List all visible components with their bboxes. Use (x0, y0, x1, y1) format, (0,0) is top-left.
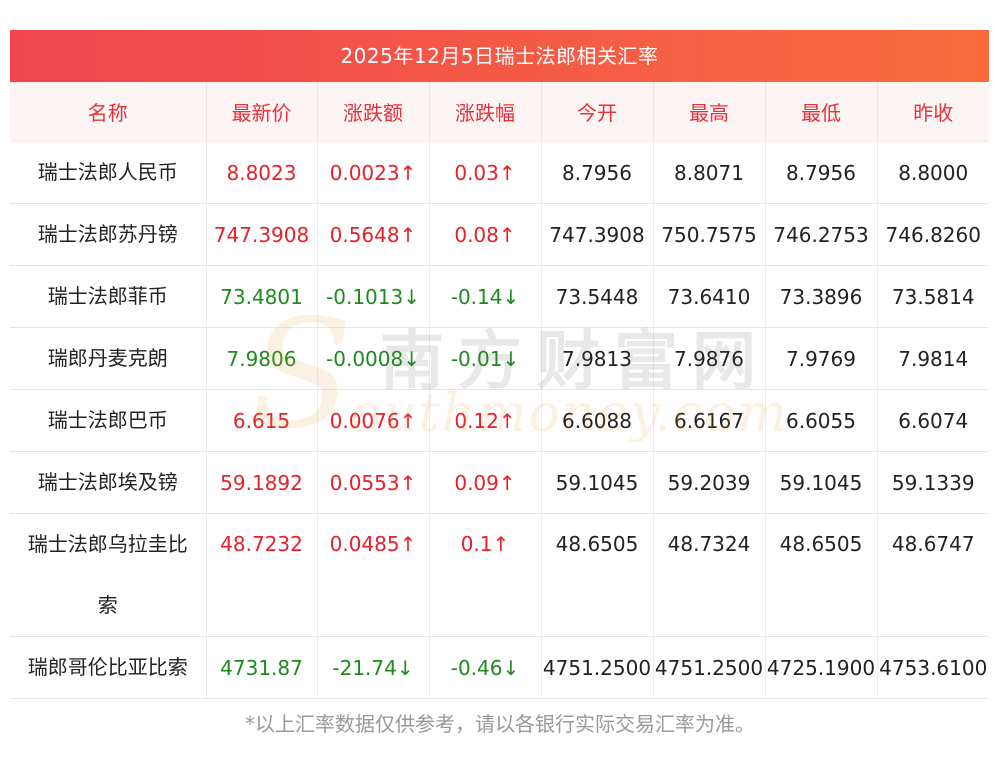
change-percent: 0.12↑ (429, 389, 542, 452)
low-price: 7.9769 (765, 327, 878, 390)
high-price: 73.6410 (653, 265, 766, 328)
header-prev-close: 昨收 (877, 82, 989, 142)
low-price: 4725.1900 (765, 636, 878, 699)
currency-pair-name: 瑞郎丹麦克朗 (10, 327, 207, 390)
high-price: 8.8071 (653, 141, 766, 204)
header-change-pct: 涨跌幅 (429, 82, 542, 142)
header-latest: 最新价 (206, 82, 318, 142)
latest-price: 48.7232 (206, 513, 318, 637)
low-price: 6.6055 (765, 389, 878, 452)
latest-price: 747.3908 (206, 203, 318, 266)
prev-close: 48.6747 (877, 513, 989, 637)
high-price: 6.6167 (653, 389, 766, 452)
low-price: 73.3896 (765, 265, 878, 328)
change-percent: 0.03↑ (429, 141, 542, 204)
change-amount: -0.1013↓ (317, 265, 430, 328)
change-percent: -0.14↓ (429, 265, 542, 328)
table-row: 瑞士法郎巴币 6.615 0.0076↑ 0.12↑ 6.6088 6.6167… (10, 389, 989, 452)
latest-price: 7.9806 (206, 327, 318, 390)
change-percent: -0.01↓ (429, 327, 542, 390)
latest-price: 4731.87 (206, 636, 318, 699)
change-amount: 0.0076↑ (317, 389, 430, 452)
high-price: 7.9876 (653, 327, 766, 390)
prev-close: 8.8000 (877, 141, 989, 204)
high-price: 48.7324 (653, 513, 766, 637)
latest-price: 8.8023 (206, 141, 318, 204)
currency-pair-name: 瑞士法郎菲币 (10, 265, 207, 328)
open-price: 8.7956 (541, 141, 654, 204)
high-price: 4751.2500 (653, 636, 766, 699)
prev-close: 4753.6100 (877, 636, 989, 699)
low-price: 8.7956 (765, 141, 878, 204)
high-price: 59.2039 (653, 451, 766, 514)
table-header-row: 名称 最新价 涨跌额 涨跌幅 今开 最高 最低 昨收 (10, 82, 989, 142)
low-price: 746.2753 (765, 203, 878, 266)
latest-price: 73.4801 (206, 265, 318, 328)
change-amount: -21.74↓ (317, 636, 430, 699)
low-price: 59.1045 (765, 451, 878, 514)
change-percent: 0.1↑ (429, 513, 542, 637)
header-name: 名称 (10, 82, 207, 142)
open-price: 73.5448 (541, 265, 654, 328)
open-price: 59.1045 (541, 451, 654, 514)
change-amount: 0.0553↑ (317, 451, 430, 514)
change-percent: 0.08↑ (429, 203, 542, 266)
change-percent: -0.46↓ (429, 636, 542, 699)
currency-pair-name: 瑞士法郎乌拉圭比索 (10, 513, 207, 637)
header-change: 涨跌额 (317, 82, 430, 142)
currency-pair-name: 瑞士法郎埃及镑 (10, 451, 207, 514)
change-amount: -0.0008↓ (317, 327, 430, 390)
prev-close: 6.6074 (877, 389, 989, 452)
currency-pair-name: 瑞士法郎人民币 (10, 141, 207, 204)
open-price: 6.6088 (541, 389, 654, 452)
table-row: 瑞士法郎菲币 73.4801 -0.1013↓ -0.14↓ 73.5448 7… (10, 265, 989, 328)
open-price: 7.9813 (541, 327, 654, 390)
change-amount: 0.0485↑ (317, 513, 430, 637)
prev-close: 73.5814 (877, 265, 989, 328)
open-price: 48.6505 (541, 513, 654, 637)
table-row: 瑞士法郎人民币 8.8023 0.0023↑ 0.03↑ 8.7956 8.80… (10, 141, 989, 204)
change-percent: 0.09↑ (429, 451, 542, 514)
header-low: 最低 (765, 82, 878, 142)
table-row: 瑞郎丹麦克朗 7.9806 -0.0008↓ -0.01↓ 7.9813 7.9… (10, 327, 989, 390)
table-row: 瑞士法郎苏丹镑 747.3908 0.5648↑ 0.08↑ 747.3908 … (10, 203, 989, 266)
table-row: 瑞士法郎埃及镑 59.1892 0.0553↑ 0.09↑ 59.1045 59… (10, 451, 989, 514)
prev-close: 59.1339 (877, 451, 989, 514)
open-price: 747.3908 (541, 203, 654, 266)
prev-close: 746.8260 (877, 203, 989, 266)
open-price: 4751.2500 (541, 636, 654, 699)
exchange-rate-table: 名称 最新价 涨跌额 涨跌幅 今开 最高 最低 昨收 瑞士法郎人民币 8.802… (10, 82, 989, 699)
change-amount: 0.5648↑ (317, 203, 430, 266)
table-row: 瑞郎哥伦比亚比索 4731.87 -21.74↓ -0.46↓ 4751.250… (10, 636, 989, 699)
currency-pair-name: 瑞郎哥伦比亚比索 (10, 636, 207, 699)
currency-pair-name: 瑞士法郎巴币 (10, 389, 207, 452)
prev-close: 7.9814 (877, 327, 989, 390)
change-amount: 0.0023↑ (317, 141, 430, 204)
table-row: 瑞士法郎乌拉圭比索 48.7232 0.0485↑ 0.1↑ 48.6505 4… (10, 513, 989, 637)
disclaimer-note: *以上汇率数据仅供参考，请以各银行实际交易汇率为准。 (245, 712, 755, 736)
low-price: 48.6505 (765, 513, 878, 637)
header-high: 最高 (653, 82, 766, 142)
latest-price: 6.615 (206, 389, 318, 452)
header-open: 今开 (541, 82, 654, 142)
latest-price: 59.1892 (206, 451, 318, 514)
table-title: 2025年12月5日瑞士法郎相关汇率 (10, 30, 989, 82)
rate-table-panel: 2025年12月5日瑞士法郎相关汇率 名称 最新价 涨跌额 涨跌幅 今开 最高 … (10, 30, 989, 699)
high-price: 750.7575 (653, 203, 766, 266)
currency-pair-name: 瑞士法郎苏丹镑 (10, 203, 207, 266)
